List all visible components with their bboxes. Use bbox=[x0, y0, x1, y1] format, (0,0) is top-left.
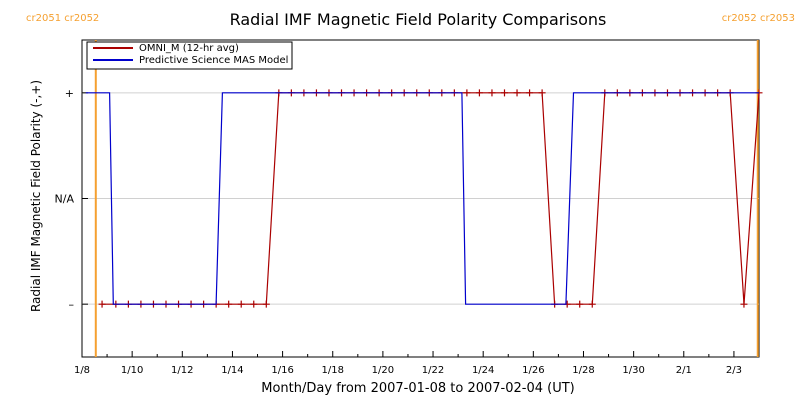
data-point-marker bbox=[526, 89, 534, 97]
chart-title: Radial IMF Magnetic Field Polarity Compa… bbox=[230, 10, 607, 29]
data-point-marker bbox=[538, 89, 546, 97]
y-axis-ticks: + N/A – bbox=[55, 87, 88, 311]
data-point-marker bbox=[237, 300, 245, 308]
x-tick-label-8: 1/24 bbox=[472, 365, 494, 376]
x-tick-label-6: 1/20 bbox=[372, 365, 394, 376]
x-axis-ticks: 1/8 1/10 1/12 1/14 1/16 1/18 1/20 1/22 1/24 1/26 1… bbox=[74, 351, 760, 376]
x-tick-label-0: 1/8 bbox=[74, 365, 90, 376]
x-tick-label-3: 1/14 bbox=[221, 365, 243, 376]
legend-label-mas: Predictive Science MAS Model bbox=[139, 55, 288, 66]
data-point-marker bbox=[98, 300, 106, 308]
series-line-1 bbox=[85, 92, 759, 305]
data-point-marker bbox=[475, 89, 483, 97]
x-tick-label-12: 2/1 bbox=[676, 365, 692, 376]
x-tick-label-5: 1/18 bbox=[322, 365, 344, 376]
x-tick-label-1: 1/10 bbox=[121, 365, 143, 376]
data-point-marker bbox=[225, 300, 233, 308]
data-point-marker bbox=[488, 89, 496, 97]
x-axis-label: Month/Day from 2007-01-08 to 2007-02-04 … bbox=[261, 381, 574, 396]
x-tick-label-10: 1/28 bbox=[572, 365, 594, 376]
x-tick-label-11: 1/30 bbox=[622, 365, 644, 376]
series-group bbox=[85, 89, 763, 308]
x-tick-label-7: 1/22 bbox=[422, 365, 444, 376]
data-point-marker bbox=[500, 89, 508, 97]
legend-box bbox=[86, 41, 293, 70]
y-tick-label-1: N/A bbox=[55, 193, 75, 206]
x-tick-label-13: 2/3 bbox=[726, 365, 742, 376]
gridlines bbox=[82, 92, 759, 305]
x-tick-label-2: 1/12 bbox=[171, 365, 193, 376]
carrington-marker-label-0: cr2051 cr2052 bbox=[26, 13, 99, 24]
y-tick-label-0: + bbox=[65, 87, 74, 100]
y-axis-label: Radial IMF Magnetic Field Polarity (-,+) bbox=[29, 80, 43, 312]
data-point-marker bbox=[588, 300, 596, 308]
y-tick-label-2: – bbox=[69, 298, 75, 311]
legend-label-omni: OMNI_M (12-hr avg) bbox=[139, 43, 239, 54]
x-tick-label-4: 1/16 bbox=[271, 365, 293, 376]
legend: OMNI_M (12-hr avg) Predictive Science MA… bbox=[86, 41, 293, 70]
x-tick-label-9: 1/26 bbox=[522, 365, 544, 376]
data-point-marker bbox=[250, 300, 258, 308]
series-1 bbox=[85, 92, 759, 305]
data-point-marker bbox=[740, 300, 748, 308]
data-point-marker bbox=[513, 89, 521, 97]
data-point-marker bbox=[576, 300, 584, 308]
carrington-marker-label-1: cr2052 cr2053 bbox=[722, 13, 795, 24]
data-point-marker bbox=[463, 89, 471, 97]
data-point-marker bbox=[262, 300, 270, 308]
